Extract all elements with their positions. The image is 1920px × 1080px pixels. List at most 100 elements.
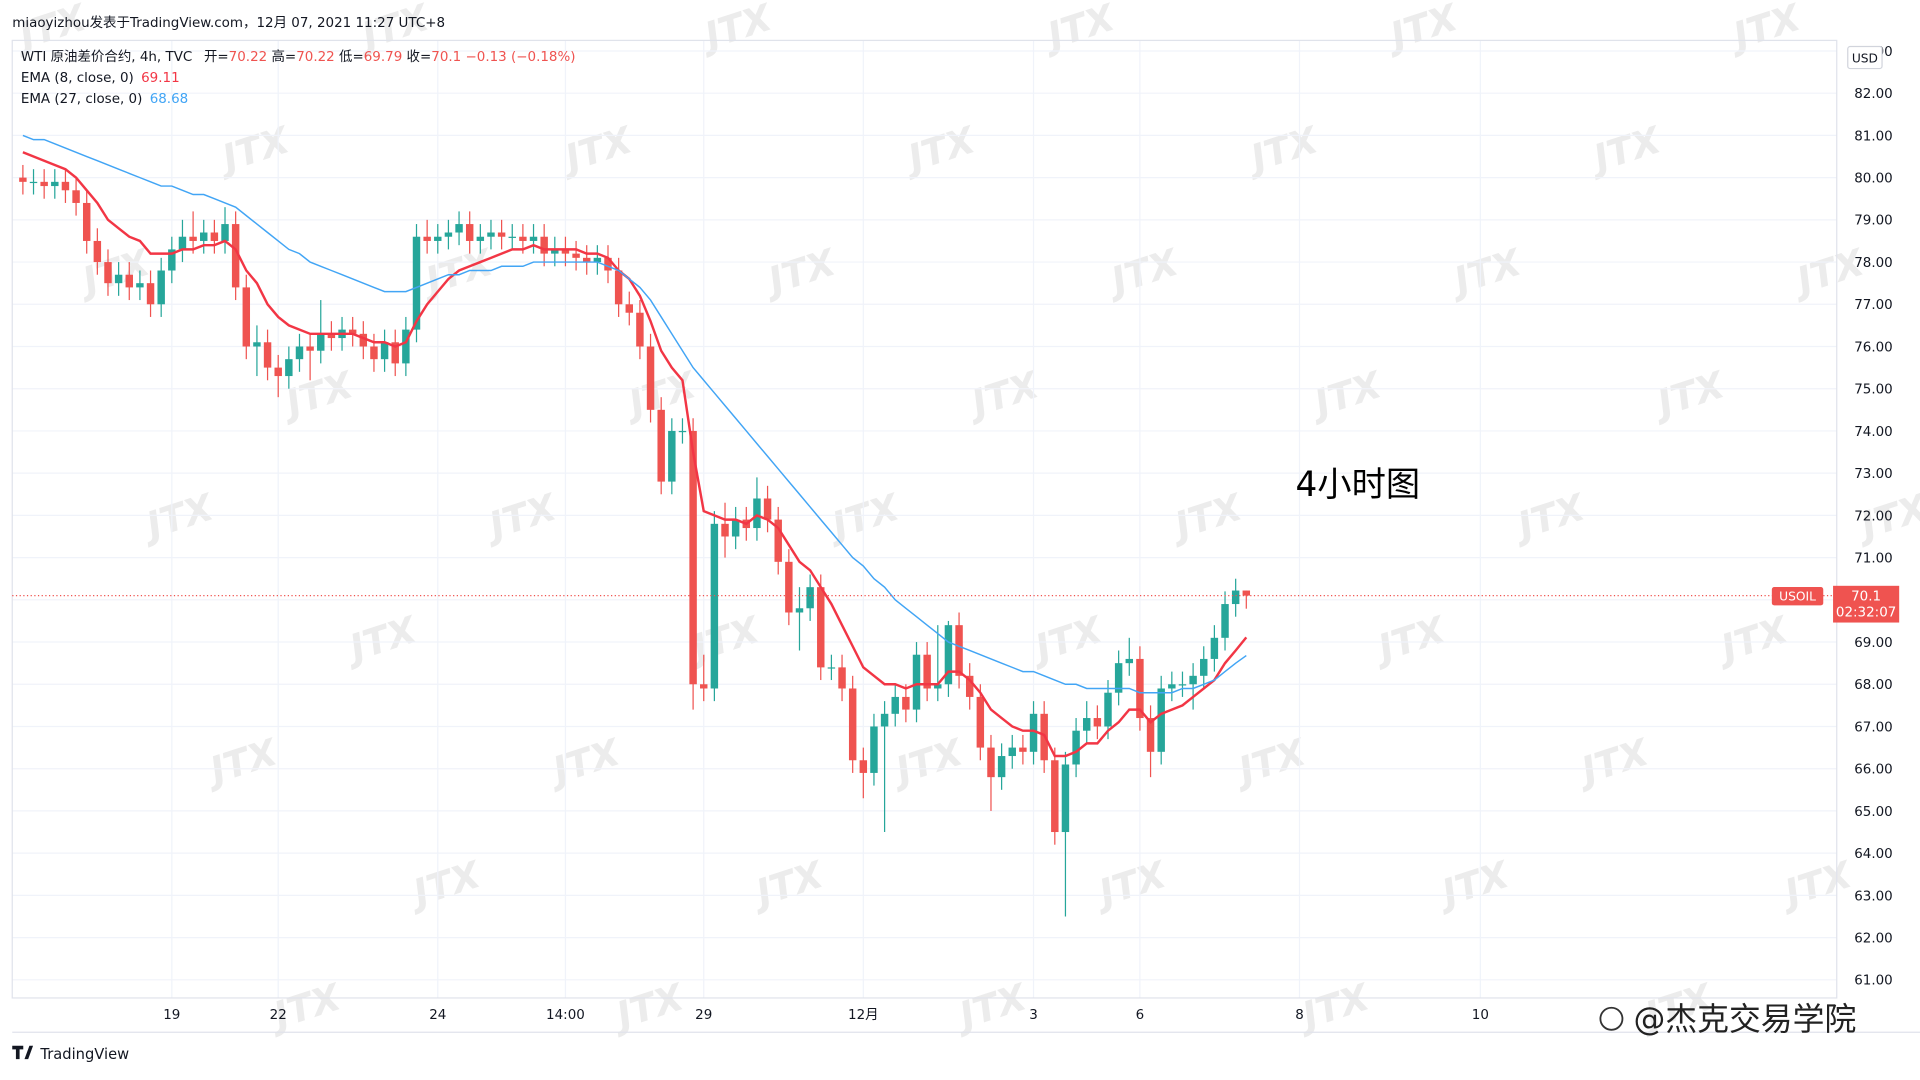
candle-body xyxy=(210,232,219,241)
candle-body xyxy=(1168,684,1176,689)
candle-body xyxy=(657,409,665,482)
candle-body xyxy=(625,304,633,313)
legend-open: 70.22 xyxy=(229,50,268,65)
candle-body xyxy=(1114,663,1123,693)
brand-logo xyxy=(12,1045,34,1060)
candle-body xyxy=(253,342,261,347)
candle-body xyxy=(976,696,985,748)
candle-body xyxy=(1072,730,1080,765)
candle-body xyxy=(29,181,38,184)
legend-ema27: EMA (27, close, 0) 68.68 xyxy=(21,92,188,107)
legend-close-prefix: 收= xyxy=(407,49,432,65)
legend-low: 69.79 xyxy=(364,50,403,65)
x-tick-label: 24 xyxy=(429,1008,446,1023)
candle-body xyxy=(221,224,229,241)
candle-body xyxy=(306,346,314,351)
candle-body xyxy=(561,249,570,254)
candle-body xyxy=(944,625,953,685)
legend-ohlc: WTI 原油差价合约, 4h, TVC 开=70.22 高=70.22 低=69… xyxy=(21,48,576,65)
candle-body xyxy=(231,224,240,288)
candle-body xyxy=(359,333,368,347)
candle-body xyxy=(646,346,655,410)
candle-body xyxy=(1019,747,1027,752)
ema-line xyxy=(22,134,1247,694)
candle-body xyxy=(838,667,846,689)
candle-body xyxy=(955,625,963,676)
candle-body xyxy=(380,342,389,360)
candle-body xyxy=(93,240,102,263)
candle-body xyxy=(497,232,506,237)
y-tick-label: 61.00 xyxy=(1854,974,1893,989)
legend-ema8-name: EMA (8, close, 0) xyxy=(21,71,134,86)
candle-body xyxy=(614,270,623,305)
candle-body xyxy=(146,283,155,305)
candle-body xyxy=(125,274,133,288)
candle-body xyxy=(51,181,59,187)
legend-high: 70.22 xyxy=(296,50,335,65)
candle-body xyxy=(891,696,899,714)
candle-body xyxy=(1210,637,1219,659)
y-tick-label: 81.00 xyxy=(1854,129,1893,144)
candle-body xyxy=(444,232,453,237)
y-tick-label: 73.00 xyxy=(1854,467,1893,482)
y-tick-label: 79.00 xyxy=(1854,214,1893,229)
y-tick-label: 62.00 xyxy=(1854,931,1893,946)
byline: miaoyizhou发表于TradingView.com，12月 07, 202… xyxy=(12,15,445,31)
candle-body xyxy=(721,523,729,537)
credit-text: @杰克交易学院 xyxy=(1633,1000,1856,1038)
candle-body xyxy=(189,236,197,241)
candle-body xyxy=(157,270,165,305)
y-tick-label: 76.00 xyxy=(1854,340,1893,355)
candle-body xyxy=(1104,692,1112,727)
candle-body xyxy=(178,236,187,250)
ema-line xyxy=(22,151,1248,758)
y-tick-label: 75.00 xyxy=(1854,383,1893,398)
candle-body xyxy=(1008,747,1016,757)
candle-body xyxy=(965,675,974,697)
candle-body xyxy=(806,587,814,609)
candle-body xyxy=(423,236,431,241)
candle-body xyxy=(987,747,995,778)
y-tick-label: 72.00 xyxy=(1854,509,1893,524)
candle-body xyxy=(912,654,921,710)
y-tick-label: 74.00 xyxy=(1854,425,1893,440)
candle-body xyxy=(795,608,804,613)
y-tick-label: 71.00 xyxy=(1854,552,1893,567)
candle-body xyxy=(1200,658,1208,676)
candle-body xyxy=(529,236,538,241)
brand: TradingView xyxy=(39,1046,129,1063)
candle-body xyxy=(753,498,761,529)
candle-body xyxy=(774,519,782,562)
y-tick-label: 67.00 xyxy=(1854,720,1893,735)
x-tick-label: 12月 xyxy=(848,1008,879,1023)
candle-body xyxy=(285,359,293,377)
candle-body xyxy=(455,224,463,233)
candle-body xyxy=(604,257,612,271)
candle-body xyxy=(317,333,325,351)
candle-body xyxy=(348,329,357,334)
y-tick-label: 64.00 xyxy=(1854,847,1893,862)
currency-box xyxy=(1847,45,1883,70)
candle-body xyxy=(200,232,208,241)
x-tick-label: 22 xyxy=(270,1008,287,1023)
candle-body xyxy=(487,232,495,237)
candle-body xyxy=(678,430,687,433)
candle-body xyxy=(40,181,48,187)
candle-body xyxy=(519,236,527,241)
x-tick-label: 6 xyxy=(1136,1008,1145,1023)
legend-ema8-value: 69.11 xyxy=(141,71,180,86)
candle-body xyxy=(582,257,591,263)
candle-body xyxy=(1093,718,1102,727)
candle-body xyxy=(295,346,304,360)
candle-body xyxy=(848,688,857,761)
y-tick-label: 82.00 xyxy=(1854,87,1893,102)
credit-icon xyxy=(1599,1006,1624,1031)
candle-body xyxy=(785,561,793,613)
candle-body xyxy=(327,333,336,339)
candle-body xyxy=(870,726,878,773)
countdown: 02:32:07 xyxy=(1836,605,1896,620)
x-tick-label: 3 xyxy=(1029,1008,1038,1023)
x-tick-label: 10 xyxy=(1472,1008,1489,1023)
candle-body xyxy=(1242,590,1251,596)
